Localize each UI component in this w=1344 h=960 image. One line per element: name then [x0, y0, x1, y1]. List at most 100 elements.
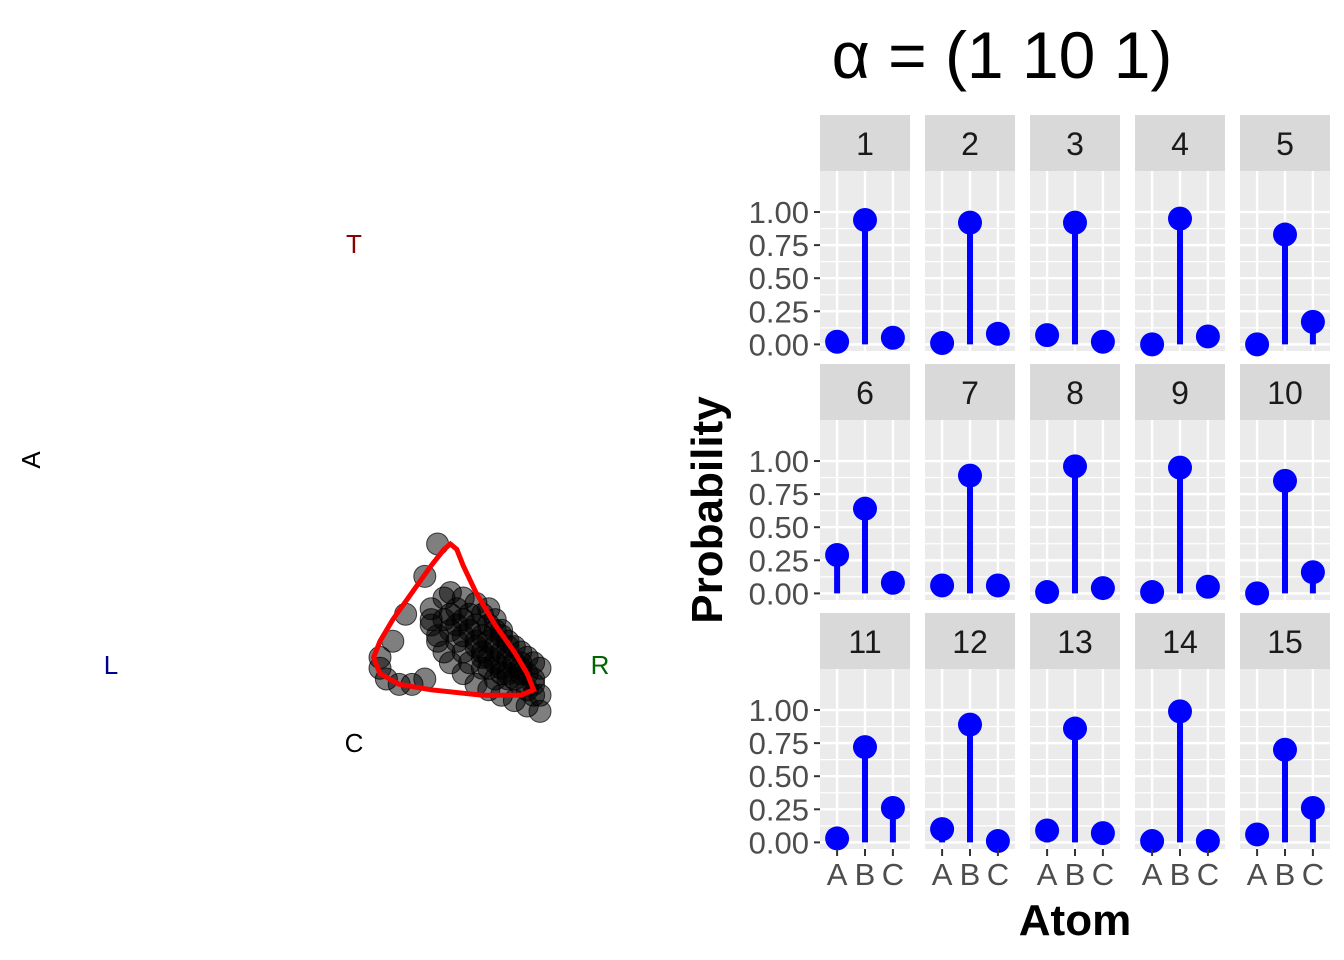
- chart-title: α = (1 10 1): [832, 18, 1173, 92]
- facet-6: 6 0.000.250.500.751.00: [749, 364, 910, 611]
- facet-strip-label: 13: [1057, 624, 1093, 660]
- lollipop-point: [958, 210, 982, 235]
- facet-strip: [1135, 613, 1225, 669]
- simplex-points: [368, 532, 552, 723]
- facet-strip-label: 14: [1162, 624, 1198, 660]
- lollipop-point: [1168, 206, 1192, 231]
- facet-10: 10: [1240, 364, 1330, 606]
- lollipop-point: [1273, 468, 1297, 493]
- facet-5: 5: [1240, 115, 1330, 357]
- simplex-vertex-label-left: L: [104, 650, 118, 680]
- facet-strip: [925, 115, 1015, 171]
- simplex-point: [490, 662, 514, 686]
- facet-3: 3: [1030, 115, 1120, 354]
- lollipop-point: [1063, 454, 1087, 479]
- lollipop-point: [880, 795, 905, 820]
- y-tick-label: 0.50: [749, 510, 809, 545]
- lollipop-point: [985, 573, 1010, 598]
- x-tick-label: C: [1302, 857, 1324, 892]
- facet-strip-label: 9: [1171, 375, 1189, 411]
- lollipop-point: [1140, 829, 1165, 854]
- facet-strip: [1030, 613, 1120, 669]
- y-tick-label: 0.50: [749, 261, 809, 296]
- x-tick-label: A: [1142, 857, 1163, 892]
- simplex-point: [458, 602, 482, 626]
- lollipop-point: [1300, 560, 1325, 585]
- facet-strip: [925, 364, 1015, 420]
- facet-12: 12 A B C: [925, 613, 1015, 892]
- facet-strip-label: 2: [961, 126, 979, 162]
- facet-14: 14 A B C: [1135, 613, 1225, 892]
- facet-lollipop-plot: α = (1 10 1) Probability Atom 10.000.250…: [683, 18, 1330, 945]
- y-tick-label: 0.75: [749, 726, 809, 761]
- lollipop-point: [1090, 821, 1115, 846]
- lollipop-point: [1245, 822, 1270, 847]
- simplex-vertex-label-right: R: [591, 650, 610, 680]
- x-tick-label: B: [1065, 857, 1086, 892]
- lollipop-point: [1090, 576, 1115, 601]
- y-tick-label: 1.00: [749, 444, 809, 479]
- facet-11: 11 0.000.250.500.751.00 A B C: [749, 613, 910, 892]
- lollipop-point: [1195, 574, 1220, 599]
- simplex-plot: T L R C A: [16, 229, 609, 758]
- lollipop-point: [930, 817, 955, 842]
- facet-strip: [820, 364, 910, 420]
- y-axis-label: Probability: [683, 396, 732, 624]
- lollipop-point: [825, 826, 850, 851]
- lollipop-point: [1035, 818, 1060, 843]
- lollipop-point: [1035, 323, 1060, 348]
- lollipop-point: [958, 463, 982, 488]
- y-tick-label: 0.50: [749, 759, 809, 794]
- facet-strip-label: 12: [952, 624, 988, 660]
- facet-strip: [1135, 115, 1225, 171]
- x-tick-label: B: [1275, 857, 1296, 892]
- facet-strip: [925, 613, 1015, 669]
- facet-15: 15 A B C: [1240, 613, 1330, 892]
- simplex-contour: [370, 540, 537, 698]
- lollipop-point: [1245, 332, 1270, 357]
- facet-1: 1 0.000.250.500.751.00: [749, 115, 910, 362]
- lollipop-point: [853, 735, 877, 760]
- x-axis-label: Atom: [1019, 896, 1131, 945]
- facet-strip-label: 1: [856, 126, 874, 162]
- lollipop-point: [1063, 716, 1087, 741]
- facet-strip-label: 10: [1267, 375, 1303, 411]
- x-tick-label: C: [882, 857, 904, 892]
- y-tick-label: 0.00: [749, 576, 809, 611]
- lollipop-point: [985, 829, 1010, 854]
- lollipop-point: [1168, 699, 1192, 724]
- facet-strip: [1240, 364, 1330, 420]
- x-tick-label: A: [827, 857, 848, 892]
- facet-7: 7: [925, 364, 1015, 600]
- facet-strip-label: 8: [1066, 375, 1084, 411]
- lollipop-point: [1245, 581, 1270, 606]
- y-tick-label: 0.00: [749, 825, 809, 860]
- lollipop-point: [880, 325, 905, 350]
- lollipop-point: [1063, 210, 1087, 235]
- facet-strip: [1240, 613, 1330, 669]
- lollipop-point: [1273, 222, 1297, 247]
- y-tick-label: 1.00: [749, 693, 809, 728]
- facet-strip-label: 3: [1066, 126, 1084, 162]
- y-tick-label: 0.25: [749, 294, 809, 329]
- lollipop-point: [1300, 309, 1325, 334]
- lollipop-point: [853, 207, 877, 232]
- lollipop-point: [1168, 455, 1192, 480]
- lollipop-point: [1195, 324, 1220, 349]
- lollipop-point: [1035, 580, 1060, 605]
- lollipop-point: [1300, 795, 1325, 820]
- y-tick-label: 0.25: [749, 792, 809, 827]
- facet-4: 4: [1135, 115, 1225, 357]
- x-tick-label: C: [987, 857, 1009, 892]
- facet-strip: [1030, 115, 1120, 171]
- facet-strip: [1240, 115, 1330, 171]
- facet-strip-label: 5: [1276, 126, 1294, 162]
- x-tick-label: A: [1037, 857, 1058, 892]
- simplex-side-label: A: [16, 451, 46, 469]
- facet-13: 13 A B C: [1030, 613, 1120, 892]
- facet-strip-label: 6: [856, 375, 874, 411]
- x-tick-label: A: [1247, 857, 1268, 892]
- facet-strip: [1135, 364, 1225, 420]
- y-tick-label: 0.00: [749, 327, 809, 362]
- simplex-vertex-label-bottom: C: [345, 728, 364, 758]
